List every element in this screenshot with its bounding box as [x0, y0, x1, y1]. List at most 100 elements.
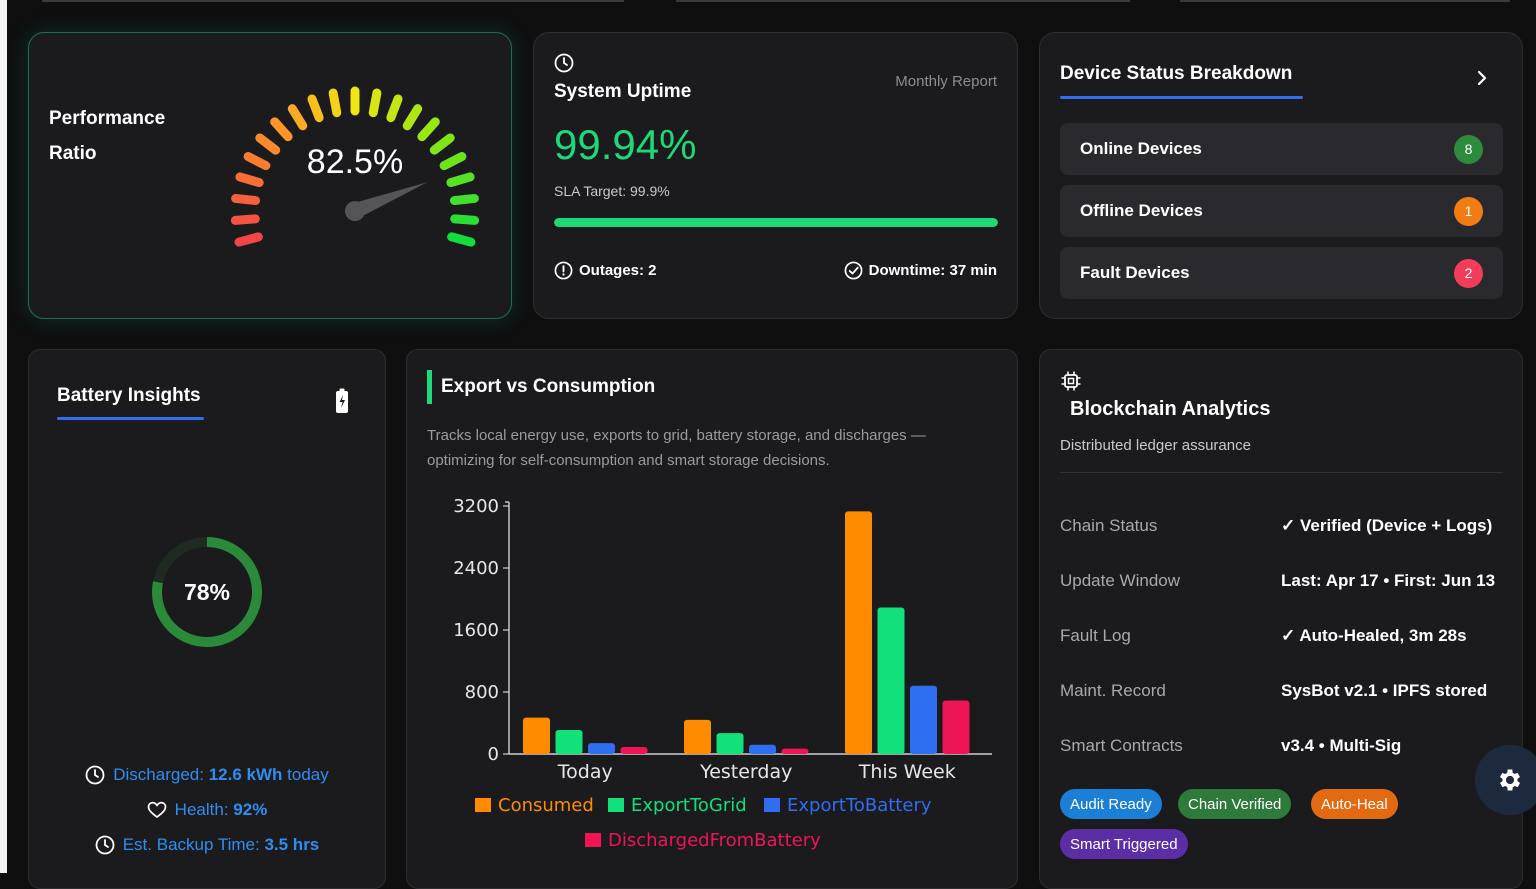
health-label: Health: — [174, 800, 229, 819]
device-status-card: Device Status Breakdown Online Devices 8… — [1039, 32, 1523, 319]
export-bar-chart: 0 800 1600 2400 3200 Today Yesterday This Week… — [453, 496, 992, 851]
ledger-value: v3.4 • Multi-Sig — [1281, 736, 1402, 755]
gauge-tick — [307, 94, 324, 123]
gauge-tick — [234, 232, 263, 247]
bar-consumed — [845, 511, 872, 754]
gauge-value: 82.5% — [307, 143, 403, 181]
gauge-tick — [402, 104, 423, 131]
ledger-value: ✓ Auto-Healed, 3m 28s — [1281, 626, 1467, 645]
divider — [1060, 472, 1503, 473]
gauge-tick — [450, 214, 480, 225]
gear-icon — [1499, 769, 1521, 791]
backup-stat: Est. Backup Time: 3.5 hrs — [29, 835, 385, 855]
clock-icon — [554, 53, 574, 73]
blockchain-title: Blockchain Analytics — [1070, 398, 1271, 420]
ledger-key: Maint. Record — [1060, 681, 1166, 700]
legend-swatch — [585, 833, 601, 847]
gauge-needle — [352, 182, 428, 219]
bar-dischargedfrombattery — [781, 748, 809, 754]
gauge-tick — [386, 94, 403, 123]
export-card: Export vs Consumption Tracks local energ… — [406, 349, 1018, 889]
legend-label: DischargedFromBattery — [608, 830, 821, 851]
chip-icon — [1061, 371, 1081, 391]
x-tick-label: This Week — [858, 761, 956, 783]
battery-charging-icon — [336, 388, 348, 413]
tag-audit-ready[interactable]: Audit Ready — [1060, 789, 1162, 819]
sla-target: SLA Target: 99.9% — [554, 183, 670, 199]
tag-auto-heal[interactable]: Auto-Heal — [1311, 789, 1398, 819]
device-row-online[interactable]: Online Devices 8 — [1060, 123, 1503, 175]
window-edge — [0, 0, 7, 873]
export-description: Tracks local energy use, exports to grid… — [427, 427, 926, 469]
device-row-label: Online Devices — [1080, 139, 1202, 158]
check-circle-icon — [844, 261, 863, 280]
gauge-tick — [270, 117, 293, 142]
device-status-title: Device Status Breakdown — [1060, 63, 1293, 84]
device-row-label: Offline Devices — [1080, 201, 1203, 220]
y-tick-label: 0 — [488, 744, 499, 765]
ledger-row-chain-status: Chain Status ✓ Verified (Device + Logs) — [1060, 516, 1510, 540]
gauge-tick — [255, 133, 281, 155]
discharged-stat: Discharged: 12.6 kWh today — [29, 765, 385, 785]
gauge-tick — [287, 104, 308, 131]
legend-label: ExportToGrid — [631, 795, 747, 816]
title-underline — [57, 417, 204, 420]
gauge-tick — [243, 152, 271, 171]
gauge-tick — [446, 172, 475, 188]
gauge-hub — [345, 201, 365, 221]
discharged-label: Discharged: — [113, 765, 204, 784]
health-stat: Health: 92% — [29, 800, 385, 820]
title-underline — [1060, 96, 1303, 99]
bar-exporttogrid — [716, 733, 744, 754]
device-row-fault[interactable]: Fault Devices 2 — [1060, 247, 1503, 299]
ledger-value: Last: Apr 17 • First: Jun 13 — [1281, 571, 1496, 590]
gauge-tick — [449, 193, 479, 206]
ledger-row-smart-contracts: Smart Contracts v3.4 • Multi-Sig — [1060, 736, 1510, 760]
gauge-tick — [417, 117, 440, 142]
backup-value: 3.5 hrs — [264, 835, 320, 854]
y-tick-label: 2400 — [453, 558, 499, 579]
clock-icon — [85, 765, 105, 785]
legend-swatch — [475, 798, 491, 812]
backup-label: Est. Backup Time: — [122, 835, 260, 854]
top-divider — [1180, 0, 1510, 2]
y-tick-label: 1600 — [453, 620, 499, 641]
bar-dischargedfrombattery — [620, 747, 648, 754]
gauge-tick — [230, 214, 260, 225]
device-row-label: Fault Devices — [1080, 263, 1190, 282]
ledger-key: Update Window — [1060, 571, 1181, 590]
settings-fab[interactable] — [1475, 745, 1536, 815]
discharged-value: 12.6 kWh — [208, 765, 283, 784]
performance-title-line2: Ratio — [49, 143, 97, 164]
bar-exporttobattery — [588, 743, 615, 754]
uptime-title: System Uptime — [554, 81, 692, 102]
tag-chain-verified[interactable]: Chain Verified — [1178, 789, 1292, 819]
bar-dischargedfrombattery — [942, 700, 970, 754]
gauge-tick — [235, 172, 264, 188]
y-tick-label: 3200 — [453, 496, 499, 517]
legend-swatch — [764, 798, 780, 812]
outages-stat: Outages: 2 — [554, 261, 657, 280]
uptime-value: 99.94% — [554, 121, 697, 168]
tag-smart-triggered[interactable]: Smart Triggered — [1060, 829, 1188, 859]
performance-title: Performance Ratio — [49, 101, 189, 171]
legend-swatch — [608, 798, 624, 812]
gauge-tick — [328, 88, 342, 118]
chevron-right-icon[interactable] — [1474, 69, 1490, 87]
device-count-badge: 2 — [1454, 258, 1483, 288]
uptime-card: System Uptime Monthly Report 99.94% SLA … — [533, 32, 1018, 319]
bar-exporttogrid — [555, 729, 583, 754]
legend-label: Consumed — [498, 795, 594, 816]
battery-card: Battery Insights 78% Discharged: 12.6 kW… — [28, 349, 386, 889]
gauge-tick — [368, 88, 382, 118]
battery-ring: 78% — [152, 537, 262, 647]
ledger-key: Smart Contracts — [1060, 736, 1183, 755]
ledger-row-maint-record: Maint. Record SysBot v2.1 • IPFS stored — [1060, 681, 1510, 705]
clock-icon — [95, 835, 115, 855]
gauge-tick — [429, 133, 455, 155]
outages-text: Outages: 2 — [579, 262, 657, 279]
report-period: Monthly Report — [895, 73, 997, 90]
uptime-progress-bar — [554, 218, 998, 227]
device-row-offline[interactable]: Offline Devices 1 — [1060, 185, 1503, 237]
x-tick-label: Today — [557, 761, 613, 783]
